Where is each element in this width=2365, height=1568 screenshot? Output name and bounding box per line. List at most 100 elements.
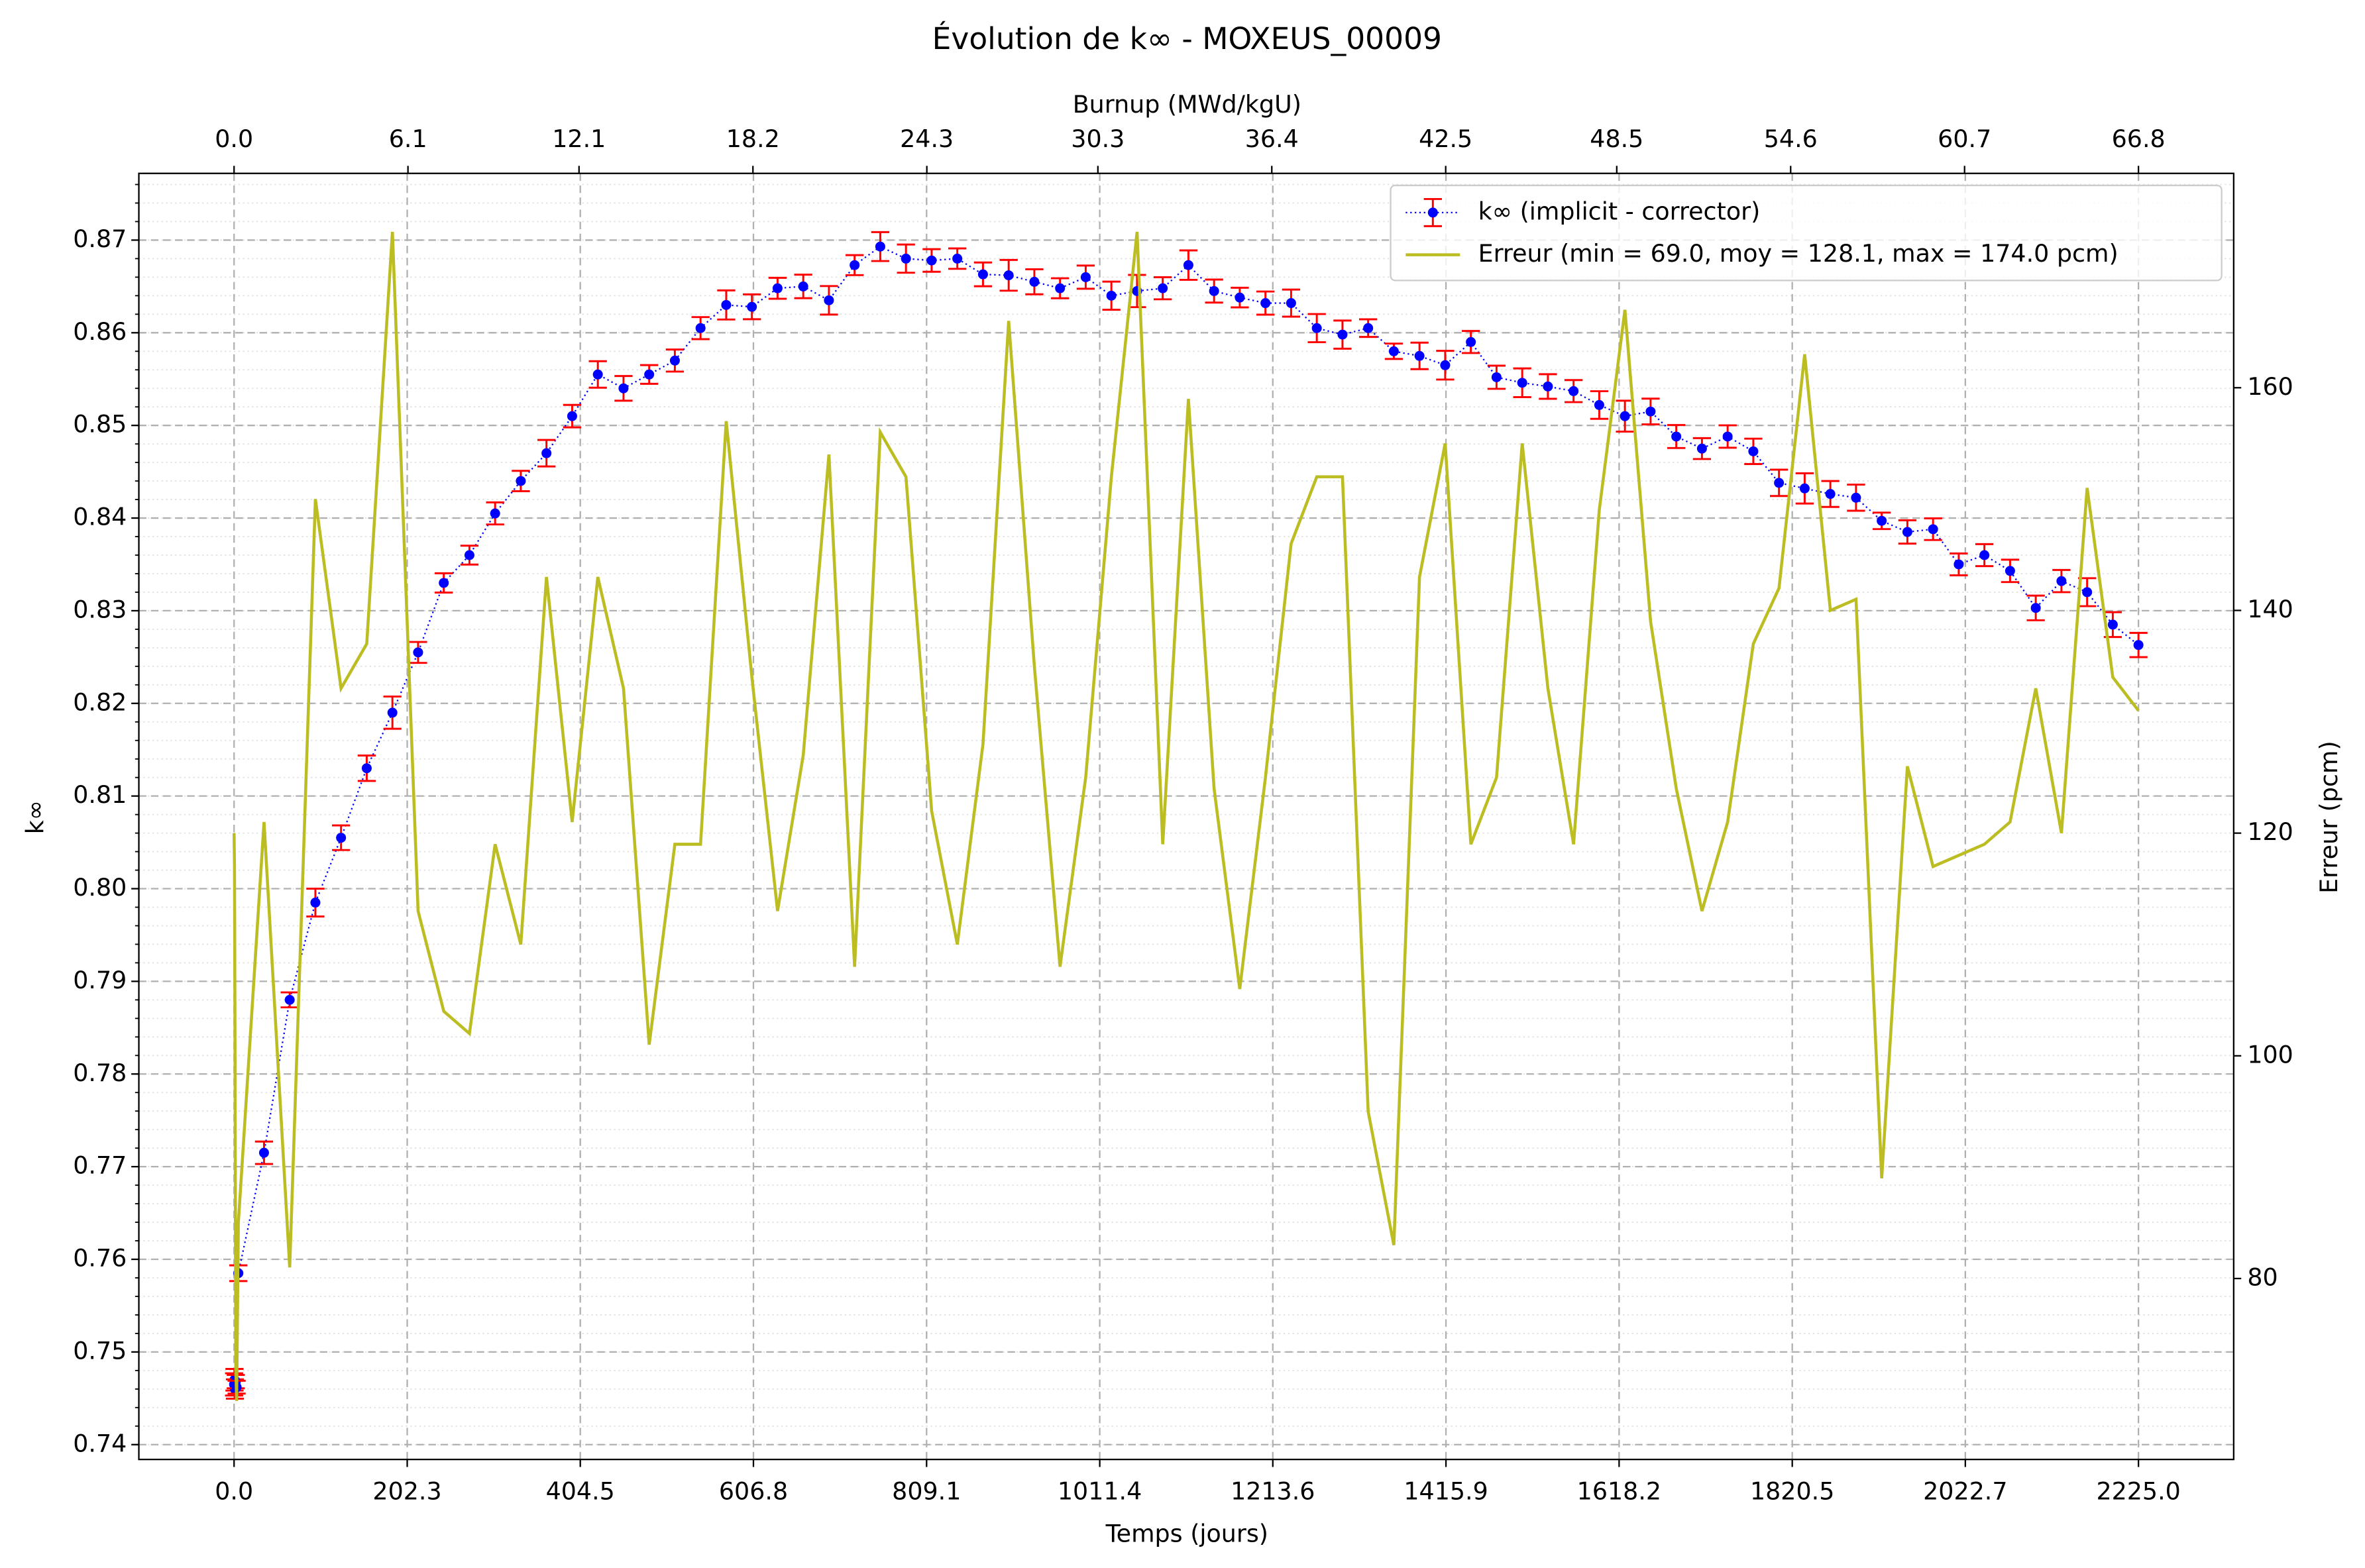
point xyxy=(1543,381,1553,392)
y-tick-label: 0.74 xyxy=(73,1429,127,1457)
point xyxy=(439,578,449,588)
point xyxy=(1388,346,1399,356)
point xyxy=(2107,619,2118,630)
point xyxy=(1286,298,1296,309)
point xyxy=(1080,272,1091,282)
point xyxy=(1003,270,1014,281)
point xyxy=(1696,443,1707,454)
y2-tick-label: 160 xyxy=(2247,372,2293,401)
x-tick-label: 809.1 xyxy=(892,1477,961,1506)
y-axis-label: k∞ xyxy=(21,800,49,834)
point xyxy=(952,253,963,264)
point xyxy=(977,269,988,280)
point xyxy=(1491,372,1502,382)
x-tick-label: 1820.5 xyxy=(1750,1477,1834,1506)
point xyxy=(1235,292,1245,303)
point xyxy=(1722,431,1733,442)
point xyxy=(2056,576,2067,586)
point xyxy=(361,763,372,774)
point xyxy=(2005,566,2015,576)
point xyxy=(772,283,783,293)
point xyxy=(1979,550,1990,560)
point xyxy=(1440,360,1451,370)
point xyxy=(258,1147,269,1158)
chart-title: Évolution de k∞ - MOXEUS_00009 xyxy=(932,21,1442,56)
point xyxy=(1825,489,1836,499)
point xyxy=(1774,478,1785,488)
x2-tick-label: 42.5 xyxy=(1419,125,1472,153)
point xyxy=(1953,559,1964,570)
x2-tick-label: 66.8 xyxy=(2112,125,2166,153)
y-tick-label: 0.87 xyxy=(73,225,127,253)
point xyxy=(567,411,577,421)
point xyxy=(413,647,423,658)
x2-tick-label: 6.1 xyxy=(389,125,427,153)
point xyxy=(1671,431,1682,442)
point xyxy=(824,295,834,305)
x2-tick-label: 0.0 xyxy=(215,125,253,153)
y-tick-label: 0.77 xyxy=(73,1151,127,1180)
point xyxy=(926,255,937,266)
point xyxy=(1928,524,1938,535)
x-tick-label: 1618.2 xyxy=(1577,1477,1661,1506)
x2-tick-label: 18.2 xyxy=(726,125,780,153)
point xyxy=(1158,283,1168,293)
y2-tick-label: 120 xyxy=(2247,817,2293,846)
legend-label: Erreur (min = 69.0, moy = 128.1, max = 1… xyxy=(1478,239,2118,268)
y2-tick-label: 100 xyxy=(2247,1040,2293,1069)
legend-swatch xyxy=(1427,207,1438,218)
point xyxy=(1748,446,1759,456)
y-tick-label: 0.81 xyxy=(73,780,127,809)
point xyxy=(1414,350,1425,361)
point xyxy=(644,369,655,380)
y2-axis-label: Erreur (pcm) xyxy=(2315,741,2343,894)
point xyxy=(310,898,321,908)
point xyxy=(1645,406,1656,417)
point xyxy=(1517,378,1527,388)
point xyxy=(1183,260,1193,270)
x-tick-label: 1213.6 xyxy=(1231,1477,1315,1506)
y-tick-label: 0.75 xyxy=(73,1336,127,1365)
y-tick-label: 0.76 xyxy=(73,1244,127,1273)
point xyxy=(2082,587,2093,598)
point xyxy=(2030,603,2041,613)
plot-frame xyxy=(138,172,2234,1461)
point xyxy=(1311,323,1322,333)
point xyxy=(1568,386,1579,396)
x-axis-label: Temps (jours) xyxy=(1105,1519,1268,1547)
point xyxy=(387,707,398,718)
x2-tick-label: 36.4 xyxy=(1245,125,1299,153)
point xyxy=(695,323,706,333)
point xyxy=(875,241,885,252)
point xyxy=(1055,283,1066,293)
point xyxy=(490,508,500,519)
point xyxy=(1877,515,1887,526)
point xyxy=(1799,483,1810,494)
point xyxy=(798,281,808,291)
point xyxy=(1029,276,1040,287)
x2-tick-label: 24.3 xyxy=(900,125,954,153)
x2-tick-label: 48.5 xyxy=(1590,125,1643,153)
point xyxy=(284,994,295,1005)
y2-tick-label: 80 xyxy=(2247,1263,2278,1291)
legend-box xyxy=(1390,184,2223,282)
point xyxy=(1594,399,1604,410)
point xyxy=(1466,337,1476,347)
legend-label: k∞ (implicit - corrector) xyxy=(1478,197,1761,225)
x-tick-label: 606.8 xyxy=(719,1477,788,1506)
point xyxy=(1851,492,1861,503)
point xyxy=(541,448,552,458)
point xyxy=(1363,323,1374,333)
point xyxy=(747,301,757,312)
y-tick-label: 0.85 xyxy=(73,410,127,439)
point xyxy=(1620,411,1630,421)
y-tick-label: 0.83 xyxy=(73,595,127,623)
point xyxy=(618,383,629,393)
point xyxy=(1902,527,1912,537)
point xyxy=(901,253,911,264)
x2-tick-label: 60.7 xyxy=(1938,125,1991,153)
point xyxy=(1209,286,1219,296)
x2-axis-label: Burnup (MWd/kgU) xyxy=(1073,90,1301,119)
y-tick-label: 0.84 xyxy=(73,503,127,531)
point xyxy=(336,833,347,843)
